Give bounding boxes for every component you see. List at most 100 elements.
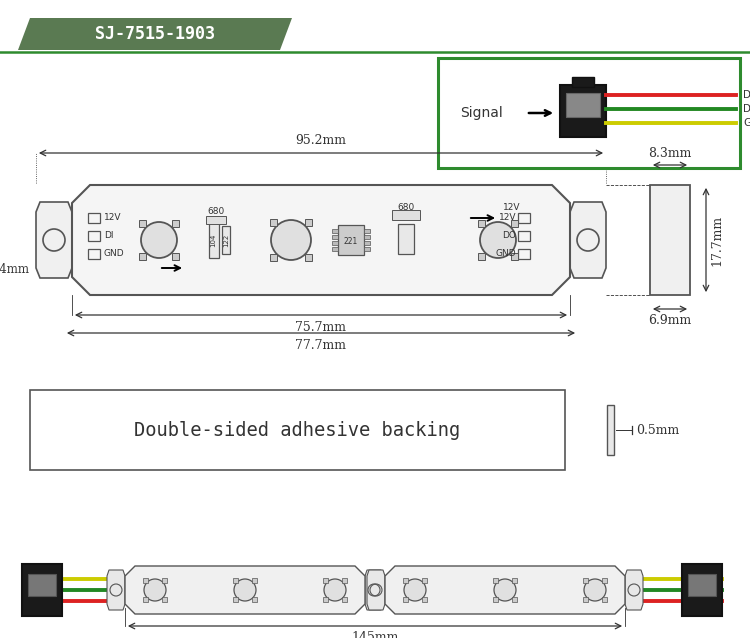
Polygon shape [385, 566, 625, 614]
Bar [142, 577, 148, 582]
Bar [343, 577, 347, 582]
Circle shape [404, 579, 426, 601]
Polygon shape [125, 566, 365, 614]
Text: SJ-7515-1903: SJ-7515-1903 [95, 25, 215, 43]
Polygon shape [570, 202, 606, 278]
Bar [493, 577, 497, 582]
Text: 0.5mm: 0.5mm [636, 424, 680, 436]
Bar [332, 247, 338, 251]
Bar [422, 577, 427, 582]
Bar [332, 241, 338, 245]
Bar [163, 597, 167, 602]
Text: GND: GND [104, 249, 125, 258]
Bar [332, 229, 338, 233]
Bar [572, 77, 594, 87]
Text: 680: 680 [398, 203, 415, 212]
Bar [364, 247, 370, 251]
Bar [332, 235, 338, 239]
Bar [163, 577, 167, 582]
Text: 221: 221 [344, 237, 358, 246]
Bar [142, 597, 148, 602]
Circle shape [234, 579, 256, 601]
Text: 6.9mm: 6.9mm [648, 314, 692, 327]
Text: 122: 122 [223, 234, 229, 247]
Text: Signal: Signal [460, 106, 503, 120]
Circle shape [494, 579, 516, 601]
Bar [172, 253, 178, 260]
Bar [422, 597, 427, 602]
Text: 104: 104 [210, 234, 216, 247]
Text: GND: GND [495, 249, 516, 258]
Text: 145mm: 145mm [351, 631, 399, 638]
Bar [253, 577, 257, 582]
Text: φ4mm: φ4mm [0, 263, 30, 276]
Bar [322, 597, 328, 602]
Bar [403, 577, 407, 582]
Polygon shape [365, 570, 383, 610]
Text: DI: DI [104, 232, 113, 241]
Text: 75.7mm: 75.7mm [296, 321, 346, 334]
Polygon shape [107, 570, 125, 610]
Polygon shape [625, 570, 643, 610]
Bar [688, 574, 716, 596]
Bar [518, 213, 530, 223]
Bar [682, 564, 722, 616]
Bar [88, 249, 100, 259]
Bar [222, 226, 230, 254]
Bar [30, 390, 565, 470]
Bar [140, 253, 146, 260]
Bar [583, 577, 587, 582]
Circle shape [584, 579, 606, 601]
Text: 12V: 12V [503, 203, 520, 212]
Bar [512, 577, 517, 582]
Bar [364, 229, 370, 233]
Bar [140, 220, 146, 227]
Text: Double-sided adhesive backing: Double-sided adhesive backing [134, 420, 460, 440]
Text: 8.3mm: 8.3mm [648, 147, 692, 160]
Bar [270, 219, 277, 226]
Bar [322, 577, 328, 582]
Text: 12V: 12V [104, 214, 122, 223]
Bar [602, 577, 608, 582]
Bar [343, 597, 347, 602]
Bar [364, 241, 370, 245]
Bar [493, 597, 497, 602]
Bar [305, 219, 312, 226]
Bar [338, 225, 364, 255]
Bar [518, 231, 530, 241]
Circle shape [144, 579, 166, 601]
Text: 17.7mm: 17.7mm [710, 214, 723, 265]
Circle shape [271, 220, 311, 260]
Bar [478, 253, 485, 260]
Bar [650, 185, 690, 295]
Bar [602, 597, 608, 602]
Polygon shape [36, 202, 72, 278]
Bar [438, 58, 740, 168]
Text: GND: GND [743, 118, 750, 128]
Bar [206, 216, 226, 224]
Polygon shape [72, 185, 570, 295]
Text: DO: DO [503, 232, 516, 241]
Bar [232, 597, 238, 602]
Text: 680: 680 [207, 207, 225, 216]
Bar [364, 235, 370, 239]
Polygon shape [18, 18, 292, 50]
Bar [270, 254, 277, 261]
Bar [253, 597, 257, 602]
Bar [511, 220, 518, 227]
Bar [403, 597, 407, 602]
Bar [209, 222, 219, 258]
Circle shape [141, 222, 177, 258]
Bar [560, 85, 606, 137]
Bar [88, 231, 100, 241]
Bar [232, 577, 238, 582]
Bar [398, 224, 414, 254]
Bar [392, 210, 420, 220]
Text: 77.7mm: 77.7mm [296, 339, 346, 352]
Text: 12V: 12V [499, 214, 516, 223]
Bar [22, 564, 62, 616]
Bar [172, 220, 178, 227]
Bar [511, 253, 518, 260]
Bar [512, 597, 517, 602]
Bar [305, 254, 312, 261]
